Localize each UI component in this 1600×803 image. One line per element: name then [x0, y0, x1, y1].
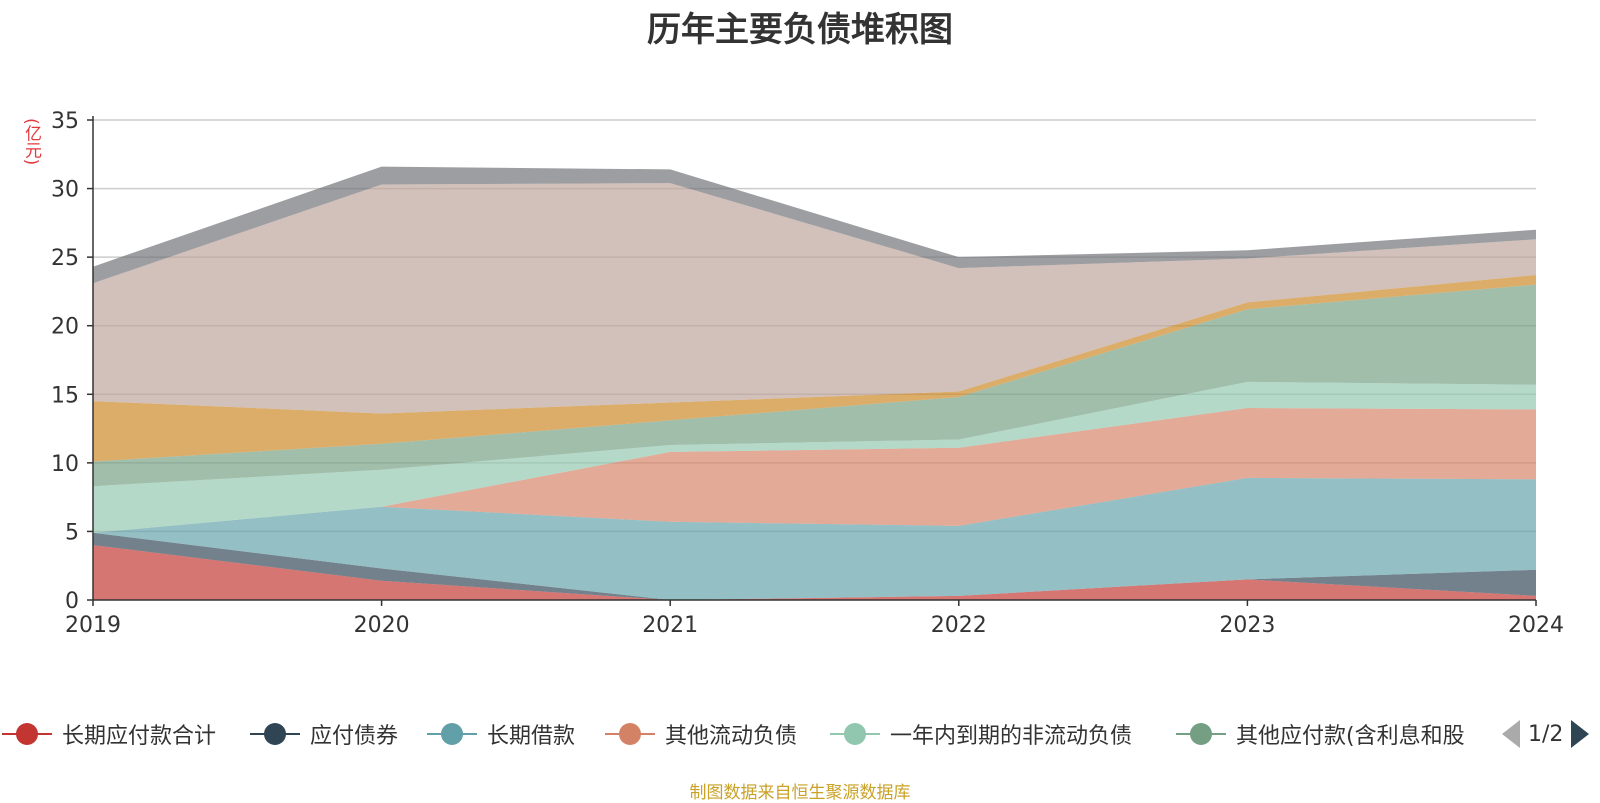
y-tick-label: 25 [51, 246, 79, 271]
x-tick-label: 2021 [642, 613, 698, 638]
area-series-4 [93, 408, 1536, 533]
area-series-6 [93, 284, 1536, 487]
area-series-8 [93, 183, 1536, 414]
legend-marker-icon [830, 716, 880, 752]
legend-label: 一年内到期的非流动负债 [890, 724, 1133, 749]
area-series-5 [93, 381, 1536, 533]
legend-label: 长期应付款合计 [62, 724, 217, 749]
stacked-area-chart: 0 5 10 15 20 25 30 35 2019 2020 2021 2022 2023 2024 [51, 109, 1564, 638]
legend-label: 长期借款 [487, 724, 576, 749]
legend-item[interactable]: 其他流动负债 [605, 716, 797, 752]
legend-label: 其他流动负债 [665, 724, 798, 749]
area-series-7 [93, 275, 1536, 462]
x-tick-label: 2020 [354, 613, 410, 638]
area-series-9 [93, 166, 1536, 284]
legend: 长期应付款合计 应付债券 长期借款 其他流动负债 一年内到期的非流动负债 其他应付款(含利… [0, 716, 1600, 752]
x-tick-label: 2019 [65, 613, 121, 638]
legend-item[interactable]: 其他应付款(含利息和股 [1176, 716, 1465, 752]
area-series-1 [93, 545, 1536, 600]
area-series-2 [93, 532, 1536, 600]
y-tick-label: 20 [51, 315, 79, 340]
legend-prev-arrow-icon[interactable] [1502, 720, 1520, 748]
legend-item[interactable]: 一年内到期的非流动负债 [830, 716, 1132, 752]
y-tick-label: 5 [65, 520, 79, 545]
chart-title: 历年主要负债堆积图 [647, 10, 953, 50]
area-series-3 [93, 477, 1536, 600]
y-axis-unit: (亿元) [21, 118, 41, 166]
legend-label: 应付债券 [310, 724, 399, 749]
legend-item[interactable]: 长期应付款合计 [2, 716, 216, 752]
legend-marker-icon [2, 716, 52, 752]
legend-item[interactable]: 长期借款 [427, 716, 575, 752]
legend-pager: 1/2 [1502, 716, 1590, 752]
x-tick-label: 2024 [1508, 613, 1564, 638]
legend-marker-icon [427, 716, 477, 752]
legend-marker-icon [1176, 716, 1226, 752]
legend-page-indicator: 1/2 [1528, 721, 1564, 747]
x-tick-label: 2023 [1219, 613, 1275, 638]
legend-marker-icon [605, 716, 655, 752]
data-source-note: 制图数据来自恒生聚源数据库 [689, 783, 911, 803]
y-tick-label: 0 [65, 589, 79, 614]
y-tick-label: 10 [51, 452, 79, 477]
legend-next-arrow-icon[interactable] [1571, 720, 1590, 748]
y-tick-label: 30 [51, 178, 79, 203]
y-tick-label: 15 [51, 383, 79, 408]
legend-marker-icon [250, 716, 300, 752]
legend-item[interactable]: 应付债券 [250, 716, 398, 752]
legend-label: 其他应付款(含利息和股 [1236, 724, 1465, 749]
y-tick-label: 35 [51, 109, 79, 134]
x-tick-label: 2022 [931, 613, 987, 638]
